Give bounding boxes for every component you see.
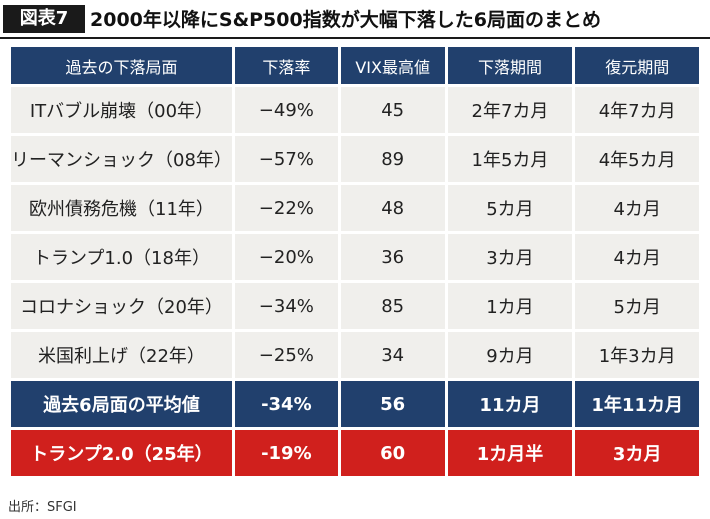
highlight-vix-max: 60 — [340, 430, 445, 476]
cell-decline-duration: 9カ月 — [447, 332, 573, 378]
cell-decline-rate: −20% — [234, 234, 338, 280]
header-vix-max: VIX最高値 — [340, 47, 445, 84]
highlight-decline-duration: 1カ月半 — [447, 430, 573, 476]
cell-recovery-duration: 5カ月 — [575, 283, 699, 329]
cell-recovery-duration: 1年3カ月 — [575, 332, 699, 378]
table-row: 米国利上げ（22年） −25% 34 9カ月 1年3カ月 — [11, 332, 699, 378]
cell-recovery-duration: 4年7カ月 — [575, 87, 699, 133]
cell-period: 欧州債務危機（11年） — [11, 185, 232, 231]
header-period: 過去の下落局面 — [11, 47, 232, 84]
cell-decline-duration: 5カ月 — [447, 185, 573, 231]
table-row: ITバブル崩壊（00年） −49% 45 2年7カ月 4年7カ月 — [11, 87, 699, 133]
cell-vix-max: 36 — [340, 234, 445, 280]
header-row: 過去の下落局面 下落率 VIX最高値 下落期間 復元期間 — [11, 47, 699, 84]
cell-period: コロナショック（20年） — [11, 283, 232, 329]
average-recovery-duration: 1年11カ月 — [575, 381, 699, 427]
highlight-recovery-duration: 3カ月 — [575, 430, 699, 476]
cell-decline-duration: 2年7カ月 — [447, 87, 573, 133]
source-note: 出所：SFGI — [8, 500, 77, 515]
highlight-decline-rate: -19% — [234, 430, 338, 476]
summary-table: 過去の下落局面 下落率 VIX最高値 下落期間 復元期間 ITバブル崩壊（00年… — [8, 44, 702, 479]
cell-recovery-duration: 4カ月 — [575, 185, 699, 231]
highlight-row: トランプ2.0（25年） -19% 60 1カ月半 3カ月 — [11, 430, 699, 476]
cell-decline-duration: 3カ月 — [447, 234, 573, 280]
cell-decline-rate: −25% — [234, 332, 338, 378]
average-row: 過去6局面の平均値 -34% 56 11カ月 1年11カ月 — [11, 381, 699, 427]
header-decline-rate: 下落率 — [234, 47, 338, 84]
cell-vix-max: 45 — [340, 87, 445, 133]
cell-recovery-duration: 4年5カ月 — [575, 136, 699, 182]
cell-recovery-duration: 4カ月 — [575, 234, 699, 280]
figure-header: 図表7 2000年以降にS&P500指数が大幅下落した6局面のまとめ — [0, 0, 710, 36]
cell-decline-duration: 1カ月 — [447, 283, 573, 329]
cell-decline-rate: −34% — [234, 283, 338, 329]
cell-vix-max: 48 — [340, 185, 445, 231]
figure-badge: 図表7 — [3, 5, 85, 33]
cell-vix-max: 34 — [340, 332, 445, 378]
cell-vix-max: 85 — [340, 283, 445, 329]
average-vix-max: 56 — [340, 381, 445, 427]
figure-title: 2000年以降にS&P500指数が大幅下落した6局面のまとめ — [90, 9, 601, 31]
highlight-label: トランプ2.0（25年） — [11, 430, 232, 476]
header-recovery-duration: 復元期間 — [575, 47, 699, 84]
title-divider — [0, 37, 710, 39]
table-row: リーマンショック（08年） −57% 89 1年5カ月 4年5カ月 — [11, 136, 699, 182]
cell-period: リーマンショック（08年） — [11, 136, 232, 182]
table-row: 欧州債務危機（11年） −22% 48 5カ月 4カ月 — [11, 185, 699, 231]
cell-decline-rate: −57% — [234, 136, 338, 182]
cell-period: ITバブル崩壊（00年） — [11, 87, 232, 133]
cell-decline-rate: −22% — [234, 185, 338, 231]
header-decline-duration: 下落期間 — [447, 47, 573, 84]
cell-period: 米国利上げ（22年） — [11, 332, 232, 378]
table-row: トランプ1.0（18年） −20% 36 3カ月 4カ月 — [11, 234, 699, 280]
average-decline-duration: 11カ月 — [447, 381, 573, 427]
cell-decline-rate: −49% — [234, 87, 338, 133]
cell-vix-max: 89 — [340, 136, 445, 182]
cell-period: トランプ1.0（18年） — [11, 234, 232, 280]
cell-decline-duration: 1年5カ月 — [447, 136, 573, 182]
table-row: コロナショック（20年） −34% 85 1カ月 5カ月 — [11, 283, 699, 329]
average-label: 過去6局面の平均値 — [11, 381, 232, 427]
average-decline-rate: -34% — [234, 381, 338, 427]
